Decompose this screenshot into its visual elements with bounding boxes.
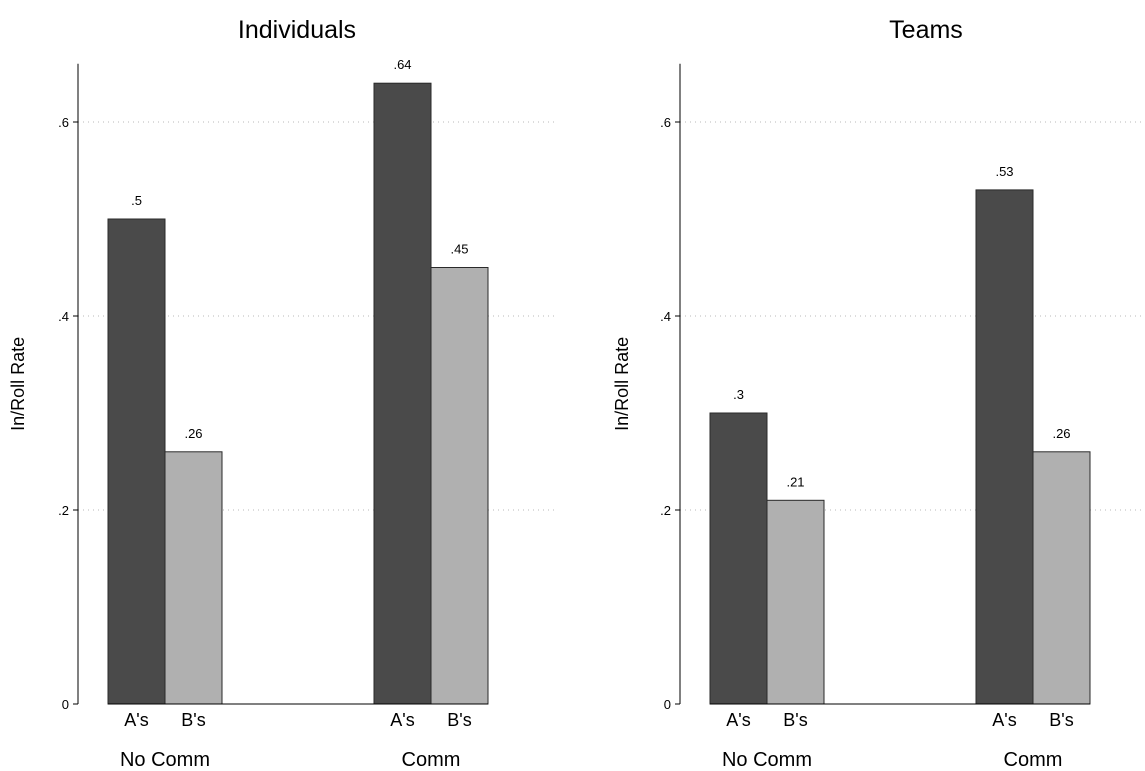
y-axis-label: In/Roll Rate [612, 337, 632, 431]
value-label-comm-a: .64 [393, 57, 411, 72]
value-label-no-comm-b: .21 [786, 474, 804, 489]
bar-comm-a [975, 189, 1034, 705]
y-tick-label: .2 [660, 503, 671, 518]
value-label-comm-b: .45 [450, 242, 468, 257]
bar-no-comm-b [164, 451, 223, 705]
category-label-no-comm-a: A's [726, 710, 750, 730]
y-tick-label: .4 [660, 309, 671, 324]
y-tick-label: 0 [664, 697, 671, 712]
bar-comm-b [1032, 451, 1091, 705]
y-axis-label: In/Roll Rate [8, 337, 28, 431]
category-label-no-comm-a: A's [124, 710, 148, 730]
chart-panel-teams: Teams In/Roll Rate 0 .2 .4 .6 .3 A's .21 B's No Co… [612, 16, 1145, 771]
value-label-comm-b: .26 [1052, 426, 1070, 441]
category-label-no-comm-b: B's [181, 710, 205, 730]
category-label-comm-b: B's [1049, 710, 1073, 730]
y-tick-label: .6 [58, 115, 69, 130]
bar-comm-a [373, 82, 432, 705]
y-tick-label: .6 [660, 115, 671, 130]
y-tick-label: .4 [58, 309, 69, 324]
group-label-comm: Comm [402, 749, 461, 771]
bar-no-comm-b [766, 499, 825, 705]
bar-no-comm-a [709, 412, 768, 705]
group-label-no-comm: No Comm [722, 749, 812, 771]
value-label-no-comm-a: .3 [733, 387, 744, 402]
y-tick-label: 0 [62, 697, 69, 712]
chart-title: Teams [889, 16, 963, 44]
value-label-no-comm-b: .26 [184, 426, 202, 441]
category-label-comm-b: B's [447, 710, 471, 730]
value-label-no-comm-a: .5 [131, 193, 142, 208]
bar-no-comm-a [107, 218, 166, 705]
category-label-comm-a: A's [992, 710, 1016, 730]
category-label-comm-a: A's [390, 710, 414, 730]
value-label-comm-a: .53 [995, 164, 1013, 179]
group-label-comm: Comm [1004, 749, 1063, 771]
category-label-no-comm-b: B's [783, 710, 807, 730]
bar-comm-b [430, 267, 489, 705]
group-label-no-comm: No Comm [120, 749, 210, 771]
chart-title: Individuals [238, 16, 356, 44]
chart-panel-individuals: Individuals In/Roll Rate 0 .2 .4 .6 .5 A's .26 B'… [8, 16, 555, 771]
y-tick-label: .2 [58, 503, 69, 518]
